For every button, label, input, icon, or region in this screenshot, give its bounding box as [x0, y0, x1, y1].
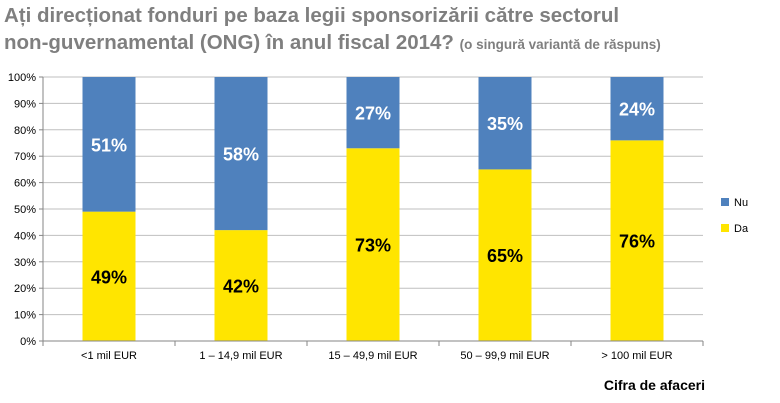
- legend-label-da: Da: [734, 223, 749, 235]
- y-tick-label: 30%: [14, 257, 36, 269]
- bar-nu: [214, 77, 268, 231]
- y-tick-label: 60%: [14, 178, 36, 190]
- data-label-da: 49%: [91, 267, 127, 287]
- data-label-da: 73%: [355, 236, 391, 256]
- bar-nu: [346, 77, 400, 149]
- y-tick-label: 90%: [14, 98, 36, 110]
- chart-title-block: Ați direcționat fonduri pe baza legii sp…: [4, 2, 776, 58]
- bar-da: [346, 148, 400, 341]
- bar-da: [214, 230, 268, 341]
- data-label-da: 65%: [487, 246, 523, 266]
- y-tick-label: 80%: [14, 125, 36, 137]
- chart-title-line-2-text: non-guvernamental (ONG) în anul fiscal 2…: [4, 31, 454, 54]
- bars: [82, 77, 664, 341]
- legend-swatch-nu: [721, 198, 729, 206]
- chart-subtitle: (o singură variantă de răspuns): [459, 37, 661, 52]
- legend: Nu Da: [721, 197, 749, 235]
- x-tick-label: 1 – 14,9 mil EUR: [199, 350, 282, 362]
- x-tick-label: 50 – 99,9 mil EUR: [460, 350, 549, 362]
- x-axis-title: Cifra de afaceri: [604, 377, 705, 393]
- bar-da: [478, 169, 532, 341]
- legend-label-nu: Nu: [734, 197, 748, 209]
- data-label-da: 76%: [619, 232, 655, 252]
- chart-title-line-2: non-guvernamental (ONG) în anul fiscal 2…: [4, 29, 776, 58]
- legend-swatch-da: [721, 224, 729, 232]
- bar-nu: [610, 77, 664, 141]
- data-label-nu: 58%: [223, 145, 259, 165]
- data-label-nu: 35%: [487, 114, 523, 134]
- bar-nu: [478, 77, 532, 170]
- data-label-nu: 27%: [355, 104, 391, 124]
- y-tick-label: 0%: [20, 336, 36, 348]
- y-tick-label: 100%: [8, 72, 36, 84]
- axes: 0% 10% 20% 30% 40% 50% 60% 70% 80% 90% 100% <1 mil …: [8, 72, 704, 362]
- data-label-nu: 24%: [619, 100, 655, 120]
- x-tick-label: <1 mil EUR: [81, 350, 137, 362]
- y-tick-label: 40%: [14, 230, 36, 242]
- bar-da: [610, 140, 664, 341]
- bar-nu: [82, 77, 136, 212]
- data-label-da: 42%: [223, 277, 259, 297]
- y-tick-label: 70%: [14, 151, 36, 163]
- y-tick-label: 20%: [14, 283, 36, 295]
- bar-da: [82, 211, 136, 341]
- x-tick-label: > 100 mil EUR: [601, 350, 672, 362]
- y-tick-label: 50%: [14, 204, 36, 216]
- data-label-nu: 51%: [91, 135, 127, 155]
- y-tick-label: 10%: [14, 310, 36, 322]
- chart-title-line-1: Ați direcționat fonduri pe baza legii sp…: [4, 4, 620, 27]
- x-tick-label: 15 – 49,9 mil EUR: [328, 350, 417, 362]
- data-labels: 49% 51% 42% 58% 73% 27% 65% 35% 76% 24%: [91, 100, 655, 297]
